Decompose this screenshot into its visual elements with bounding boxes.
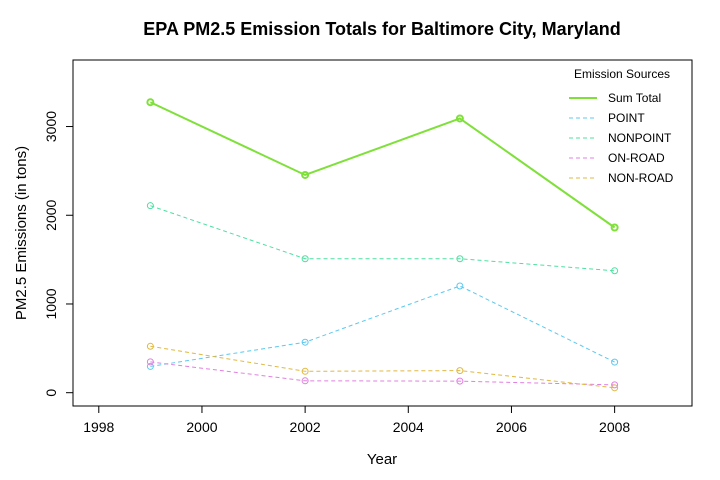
data-point bbox=[455, 114, 464, 123]
y-tick-label: 3000 bbox=[43, 111, 59, 142]
data-point bbox=[301, 377, 309, 385]
series-non-road bbox=[146, 342, 619, 392]
x-axis-label: Year bbox=[367, 451, 397, 468]
series-layer bbox=[146, 98, 619, 392]
data-point bbox=[301, 170, 310, 179]
data-point bbox=[146, 342, 154, 350]
y-tick-label: 1000 bbox=[43, 288, 59, 319]
series-line-nonpoint bbox=[150, 205, 615, 272]
data-point bbox=[146, 202, 154, 210]
data-point bbox=[301, 255, 309, 263]
series-line-sum-total bbox=[149, 101, 616, 229]
data-point bbox=[610, 223, 619, 232]
x-tick-label: 1998 bbox=[83, 419, 114, 435]
data-point bbox=[456, 367, 464, 375]
data-point bbox=[456, 282, 464, 290]
data-point bbox=[611, 384, 619, 392]
x-tick-label: 2000 bbox=[186, 419, 217, 435]
series-sum-total bbox=[146, 98, 619, 232]
data-point bbox=[146, 362, 154, 370]
legend-title: Emission Sources bbox=[574, 67, 670, 81]
data-point bbox=[611, 381, 619, 389]
legend-label-non-road: NON-ROAD bbox=[608, 171, 674, 185]
series-line-on-road bbox=[150, 361, 615, 386]
data-point bbox=[301, 338, 309, 346]
data-point bbox=[456, 255, 464, 263]
series-line-non-road bbox=[150, 345, 615, 389]
legend-label-point: POINT bbox=[608, 111, 645, 125]
legend-label-nonpoint: NONPOINT bbox=[608, 131, 672, 145]
x-axis: 1998 2000 2002 2004 2006 2008 bbox=[83, 405, 630, 435]
x-tick-label: 2008 bbox=[599, 419, 630, 435]
legend-label-on-road: ON-ROAD bbox=[608, 151, 665, 165]
x-tick-label: 2006 bbox=[496, 419, 527, 435]
series-on-road bbox=[146, 358, 619, 389]
legend: Emission Sources Sum Total POINT NONPOINT O… bbox=[569, 67, 674, 185]
series-point bbox=[146, 282, 619, 370]
data-point bbox=[301, 367, 309, 375]
series-line-point bbox=[150, 285, 615, 367]
y-axis: 0 1000 2000 3000 bbox=[43, 111, 74, 397]
data-point bbox=[611, 267, 619, 275]
data-point bbox=[146, 98, 155, 107]
y-tick-label: 0 bbox=[43, 389, 59, 397]
legend-label-sum-total: Sum Total bbox=[608, 91, 661, 105]
y-tick-label: 2000 bbox=[43, 199, 59, 230]
data-point bbox=[611, 358, 619, 366]
chart-title: EPA PM2.5 Emission Totals for Baltimore … bbox=[143, 19, 620, 39]
series-nonpoint bbox=[146, 202, 619, 275]
x-tick-label: 2004 bbox=[393, 419, 424, 435]
y-axis-label: PM2.5 Emissions (in tons) bbox=[13, 146, 30, 320]
data-point bbox=[146, 358, 154, 366]
data-point bbox=[456, 377, 464, 385]
x-tick-label: 2002 bbox=[290, 419, 321, 435]
